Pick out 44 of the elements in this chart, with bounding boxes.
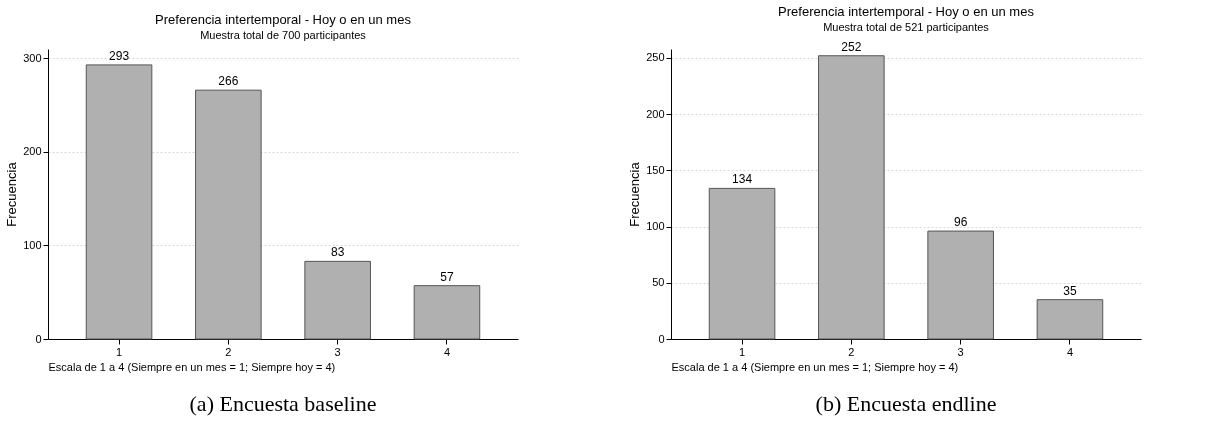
chart-subtitle: Muestra total de 521 participantes bbox=[823, 20, 990, 33]
bar bbox=[1036, 299, 1104, 340]
data-label: 57 bbox=[440, 269, 454, 284]
bar bbox=[195, 89, 262, 340]
data-label: 35 bbox=[1063, 283, 1077, 298]
bar bbox=[413, 285, 481, 340]
x-tick-label: 2 bbox=[225, 345, 232, 358]
bar bbox=[304, 260, 371, 340]
bar bbox=[818, 55, 885, 340]
data-label: 293 bbox=[109, 48, 130, 63]
y-tick-label: 0 bbox=[658, 332, 665, 345]
data-label: 134 bbox=[732, 172, 753, 187]
chart-title: Preferencia intertemporal - Hoy o en un mes bbox=[778, 3, 1035, 19]
y-tick-label: 250 bbox=[646, 51, 665, 64]
bar bbox=[708, 187, 776, 340]
y-tick-label: 0 bbox=[35, 332, 42, 345]
x-tick-label: 1 bbox=[738, 345, 746, 358]
x-tick-label: 4 bbox=[1066, 345, 1074, 358]
chart-subtitle: Muestra total de 700 participantes bbox=[200, 29, 367, 41]
data-label: 266 bbox=[218, 74, 239, 89]
data-label: 252 bbox=[841, 39, 862, 54]
x-axis-title: Escala de 1 a 4 (Siempre en un mes = 1; Siempre hoy = 4) bbox=[48, 360, 336, 373]
y-tick-label: 200 bbox=[646, 107, 665, 120]
y-axis-title: Frecuencia bbox=[627, 161, 643, 227]
data-label: 96 bbox=[953, 215, 968, 230]
bar bbox=[85, 64, 153, 340]
data-label: 83 bbox=[330, 245, 345, 260]
y-tick-label: 300 bbox=[23, 51, 42, 64]
text: (a) Encuesta baseline bbox=[189, 391, 377, 416]
x-tick-label: 3 bbox=[334, 345, 341, 358]
y-tick-label: 200 bbox=[23, 145, 42, 158]
x-tick-label: 3 bbox=[957, 345, 964, 358]
x-tick-label: 1 bbox=[115, 345, 123, 358]
y-tick-label: 100 bbox=[646, 220, 665, 233]
y-tick-label: 50 bbox=[652, 276, 665, 289]
chart-title: Preferencia intertemporal - Hoy o en un mes bbox=[155, 12, 412, 27]
y-axis-title: Frecuencia bbox=[4, 161, 20, 227]
text: (b) Encuesta endline bbox=[815, 391, 997, 416]
bar bbox=[927, 230, 994, 340]
x-tick-label: 2 bbox=[848, 345, 855, 358]
y-tick-label: 100 bbox=[23, 238, 42, 251]
y-tick-label: 150 bbox=[646, 163, 665, 176]
x-axis-title: Escala de 1 a 4 (Siempre en un mes = 1; Siempre hoy = 4) bbox=[671, 360, 959, 373]
x-tick-label: 4 bbox=[443, 345, 451, 358]
